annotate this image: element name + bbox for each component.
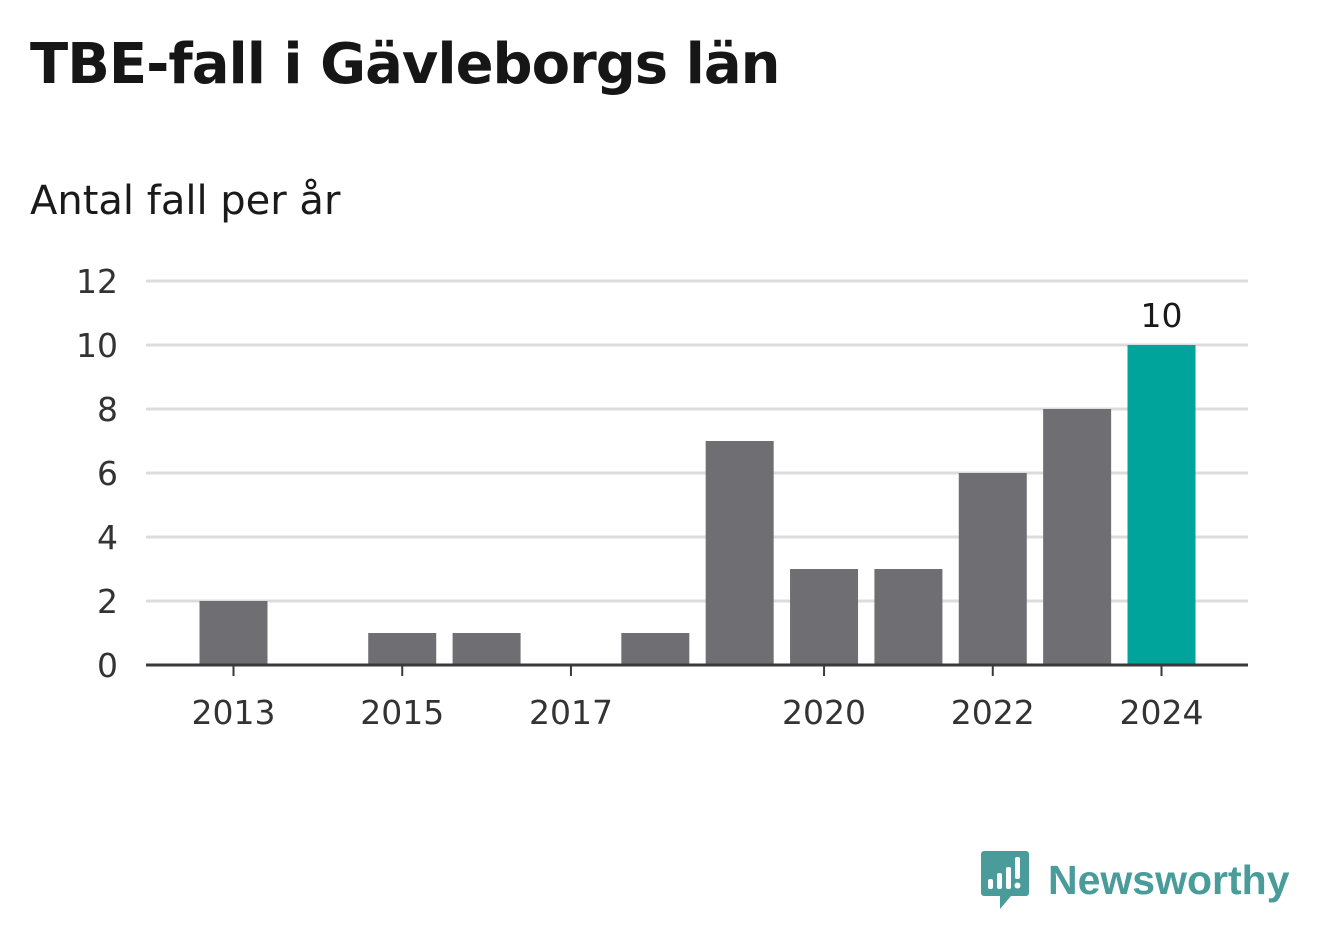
y-tick-label: 8 [97, 390, 118, 429]
x-tick-label: 2013 [192, 693, 276, 732]
bar-2018 [621, 633, 690, 665]
newsworthy-logo-icon [981, 851, 1029, 909]
x-tick-label: 2022 [951, 693, 1035, 732]
y-tick-label: 4 [97, 518, 118, 557]
x-tick-label: 2020 [782, 693, 866, 732]
x-tick-label: 2017 [529, 693, 613, 732]
y-axis-ticks: 0 2 4 6 8 10 12 [76, 262, 118, 685]
y-tick-label: 12 [76, 262, 118, 301]
bar-2019 [705, 441, 774, 665]
data-label-2024: 10 [1141, 296, 1183, 335]
x-axis-ticks: 2013 2015 2017 2020 2022 2024 [192, 665, 1204, 732]
chart-title: TBE-fall i Gävleborgs län [30, 32, 780, 97]
data-labels: 10 [1141, 296, 1183, 335]
bar-2015 [368, 633, 437, 665]
bar-chart: 0 2 4 6 8 10 12 2013 2015 2017 2020 2022 2024 10 [76, 262, 1248, 732]
bar-2023 [1043, 409, 1112, 665]
y-tick-label: 6 [97, 454, 118, 493]
bar-2016 [452, 633, 521, 665]
bar-2022 [958, 473, 1027, 665]
y-tick-label: 2 [97, 582, 118, 621]
y-tick-label: 0 [97, 646, 118, 685]
brand-name: Newsworthy [1048, 856, 1290, 903]
bar-2021 [874, 569, 943, 665]
bar-2020 [790, 569, 859, 665]
bar-2013 [199, 601, 268, 665]
bars [199, 345, 1196, 665]
chart-subtitle: Antal fall per år [30, 178, 341, 224]
x-tick-label: 2024 [1120, 693, 1204, 732]
y-tick-label: 10 [76, 326, 118, 365]
brand-logo: Newsworthy [980, 848, 1290, 912]
bar-2024 [1127, 345, 1196, 665]
x-tick-label: 2015 [360, 693, 444, 732]
